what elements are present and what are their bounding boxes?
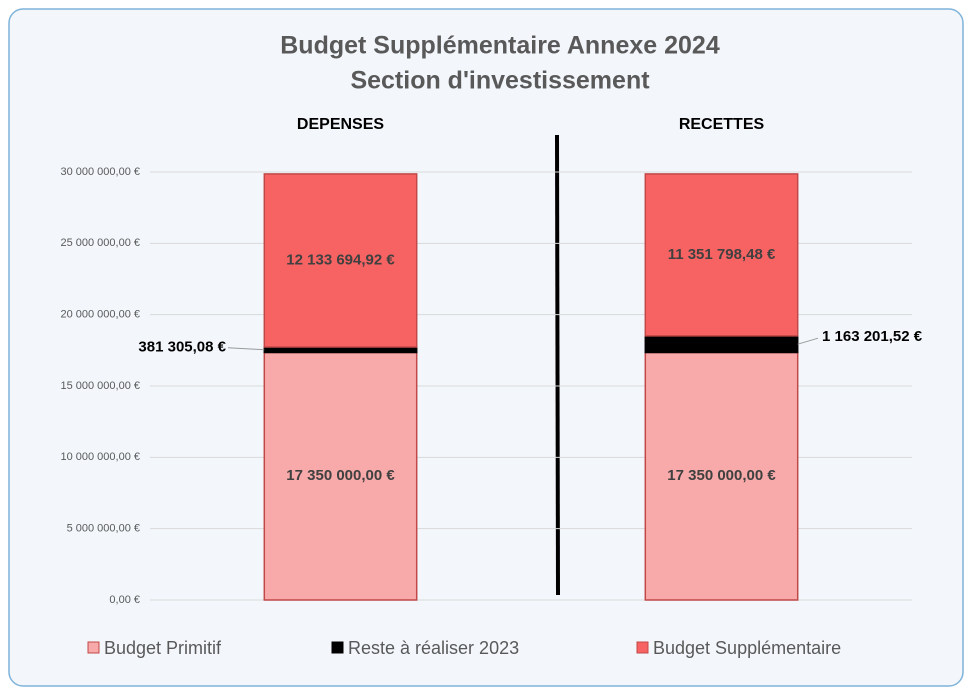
y-tick-label: 0,00 € <box>109 594 140 606</box>
data-label: 381 305,08 € <box>138 339 226 356</box>
data-label: 1 163 201,52 € <box>822 328 923 345</box>
bar-segment <box>263 173 418 348</box>
y-tick-label: 15 000 000,00 € <box>60 380 140 392</box>
y-tick-label: 5 000 000,00 € <box>67 523 140 535</box>
y-tick-label: 30 000 000,00 € <box>60 166 140 178</box>
data-label: 17 350 000,00 € <box>286 467 395 484</box>
bar-segment <box>644 173 799 337</box>
y-tick-label: 20 000 000,00 € <box>60 309 140 321</box>
category-label: DEPENSES <box>297 116 384 133</box>
data-label: 12 133 694,92 € <box>286 251 395 268</box>
bar-segment <box>263 346 418 354</box>
legend-swatch <box>331 641 344 654</box>
legend-label: Budget Primitif <box>104 638 222 658</box>
legend-swatch <box>87 641 100 654</box>
bar-segment <box>644 351 799 601</box>
chart-subtitle: Section d'investissement <box>350 67 650 95</box>
category-label: RECETTES <box>679 116 765 133</box>
y-tick-label: 25 000 000,00 € <box>60 237 140 249</box>
legend-label: Reste à réaliser 2023 <box>348 638 519 658</box>
y-tick-label: 10 000 000,00 € <box>60 451 140 463</box>
chart-title: Budget Supplémentaire Annexe 2024 <box>280 32 720 60</box>
bar-segment <box>644 335 799 354</box>
legend-swatch <box>636 641 649 654</box>
data-label: 17 350 000,00 € <box>667 467 776 484</box>
leader-line <box>227 347 265 351</box>
legend-label: Budget Supplémentaire <box>653 638 841 658</box>
data-label: 11 351 798,48 € <box>668 246 776 263</box>
leader-line <box>797 337 819 345</box>
divider <box>555 134 560 596</box>
